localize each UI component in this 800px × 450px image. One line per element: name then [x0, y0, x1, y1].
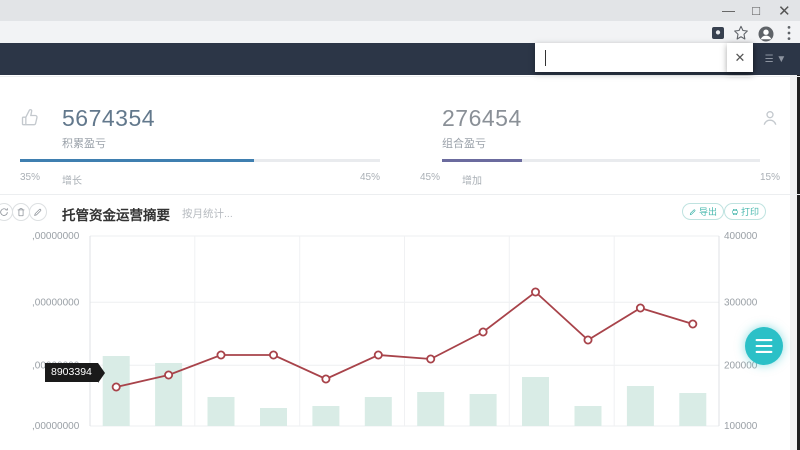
svg-text:,00000000: ,00000000 [32, 421, 80, 432]
svg-text:100000: 100000 [724, 421, 758, 432]
svg-text:,00000000: ,00000000 [32, 231, 80, 242]
svg-text:400000: 400000 [724, 231, 758, 242]
svg-text:300000: 300000 [724, 297, 758, 308]
svg-text:,00000000: ,00000000 [32, 297, 80, 308]
